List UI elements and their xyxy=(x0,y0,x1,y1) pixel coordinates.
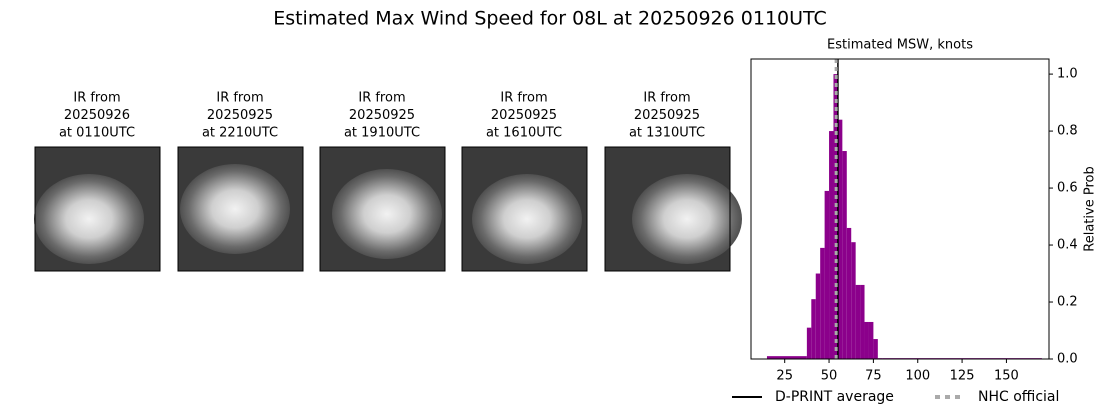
panel-title: 20250926 xyxy=(64,108,130,123)
panel-title: IR from xyxy=(73,91,120,106)
bar xyxy=(824,190,830,359)
cloud xyxy=(632,174,742,264)
plot-frame xyxy=(750,58,1050,360)
panel-title: 20250925 xyxy=(491,108,557,123)
cloud xyxy=(332,169,442,259)
bar xyxy=(873,339,878,359)
bar xyxy=(806,327,812,359)
bar xyxy=(851,242,856,359)
panel-title: IR from xyxy=(500,91,547,106)
panel-title: IR from xyxy=(358,91,405,106)
bar xyxy=(860,284,865,359)
panel-title: 20250925 xyxy=(207,108,273,123)
y-tick-label: 0.6 xyxy=(1057,181,1078,196)
y-tick-label: 0.0 xyxy=(1057,352,1078,367)
panel-title: at 0110UTC xyxy=(59,126,135,141)
x-tick-label: 150 xyxy=(994,369,1019,384)
panel-title: 20250925 xyxy=(634,108,700,123)
bar xyxy=(855,284,861,359)
x-tick-label: 50 xyxy=(821,369,838,384)
cloud xyxy=(34,174,144,264)
panel-title: at 1310UTC xyxy=(629,126,705,141)
x-tick-label: 75 xyxy=(865,369,882,384)
chart-title: Estimated MSW, knots xyxy=(827,38,973,53)
panel-title: IR from xyxy=(216,91,263,106)
image-frame xyxy=(319,146,446,272)
y-tick-label: 0.8 xyxy=(1057,124,1078,139)
bar xyxy=(811,299,816,359)
figure-title: Estimated Max Wind Speed for 08L at 2025… xyxy=(273,8,827,30)
legend-label: NHC official xyxy=(978,389,1059,405)
legend-label: D-PRINT average xyxy=(775,389,894,405)
bar xyxy=(820,247,825,359)
bar xyxy=(842,151,847,359)
bar xyxy=(766,356,807,359)
bar xyxy=(868,321,874,359)
image-frame xyxy=(34,146,161,272)
x-tick-label: 100 xyxy=(905,369,930,384)
bar xyxy=(864,321,869,359)
panel-title: at 1910UTC xyxy=(344,126,420,141)
x-tick-label: 25 xyxy=(776,369,793,384)
x-tick-label: 125 xyxy=(950,369,975,384)
y-tick-label: 0.4 xyxy=(1057,238,1078,253)
image-frame xyxy=(461,146,588,272)
bar xyxy=(829,131,834,359)
bar xyxy=(833,74,838,359)
cloud xyxy=(472,174,582,264)
cloud xyxy=(180,164,290,254)
panel-title: IR from xyxy=(643,91,690,106)
y-tick-label: 0.2 xyxy=(1057,295,1078,310)
bar xyxy=(846,227,852,359)
y-tick-label: 1.0 xyxy=(1057,67,1078,82)
panel-title: 20250925 xyxy=(349,108,415,123)
image-frame xyxy=(604,146,731,272)
image-frame xyxy=(177,146,304,272)
bar xyxy=(837,119,843,359)
bar xyxy=(815,273,821,359)
panel-title: at 2210UTC xyxy=(202,126,278,141)
y-axis-label: Relative Prob xyxy=(1083,166,1098,251)
panel-title: at 1610UTC xyxy=(486,126,562,141)
